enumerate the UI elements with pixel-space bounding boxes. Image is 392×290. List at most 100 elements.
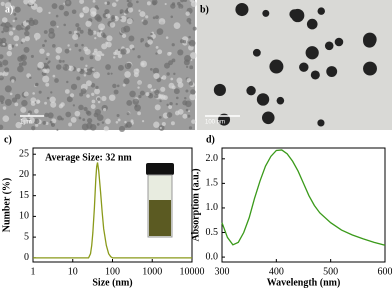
texture [156,28,164,35]
texture [11,79,15,83]
texture [104,1,108,5]
texture [62,64,70,71]
texture [137,55,141,59]
texture [21,27,24,30]
texture [119,17,122,20]
panel-label: b) [200,4,209,15]
texture [115,120,119,124]
texture [165,36,169,39]
texture [29,76,32,80]
y-axis-label: Number (%) [1,178,12,233]
texture [27,0,34,6]
texture [111,2,117,7]
texture [101,95,107,102]
y-tick-label: 20 [19,169,29,180]
texture [173,22,181,29]
particle [334,37,344,47]
texture [14,93,21,100]
texture [28,116,35,124]
texture [44,39,47,43]
texture [137,80,142,85]
texture [21,99,28,107]
texture [34,83,39,87]
texture [154,89,160,95]
texture [56,128,59,131]
texture [81,43,84,47]
texture [175,102,178,106]
texture [37,61,45,69]
texture [21,60,27,66]
texture [50,20,57,27]
texture [51,3,58,9]
texture [178,3,184,10]
texture [124,9,129,14]
texture [115,0,119,2]
texture [85,110,90,115]
texture [27,118,31,121]
x-tick-label: 600 [378,266,392,277]
texture [10,5,15,10]
x-tick-label: 300 [215,266,230,277]
texture [13,35,20,42]
texture [71,9,77,15]
texture [133,68,140,75]
texture [96,50,103,57]
particle [276,96,285,105]
texture [160,94,166,100]
vial-liquid [149,200,171,236]
texture [188,39,196,47]
texture [137,111,141,116]
texture [164,2,167,6]
texture [154,93,159,99]
texture [49,120,53,124]
texture [45,57,48,61]
texture [145,15,149,19]
texture [112,83,117,89]
texture [96,16,102,22]
texture [86,118,93,124]
texture [90,104,96,110]
texture [113,56,116,59]
texture [78,104,84,111]
texture [94,88,101,95]
x-tick-label: 1000 [142,266,162,277]
texture [182,113,188,119]
texture [66,96,73,103]
texture [127,0,132,3]
texture [161,121,166,127]
y-tick-label: 0.0 [206,251,219,262]
micrographs [0,0,392,132]
particle [326,66,338,77]
texture [25,25,31,30]
particle [235,3,249,17]
texture [13,113,17,116]
texture [64,48,70,54]
texture [141,120,145,123]
texture [101,121,105,124]
texture [159,126,162,130]
texture [63,23,66,27]
vial-cap [146,163,174,175]
texture [118,64,124,71]
texture [66,80,69,84]
texture [44,101,47,105]
texture [170,121,175,126]
texture [105,64,111,70]
texture [147,83,152,89]
texture [83,74,87,77]
texture [189,65,194,70]
texture [14,6,21,13]
data-line [33,162,192,259]
texture [108,94,116,102]
texture [93,71,100,79]
particle [256,93,270,106]
texture [2,106,7,110]
texture [0,38,3,44]
texture [39,48,45,54]
texture [46,96,50,100]
texture [4,2,12,9]
texture [0,54,4,59]
y-tick-label: 10 [19,211,29,222]
texture [0,124,4,130]
texture [150,68,153,71]
